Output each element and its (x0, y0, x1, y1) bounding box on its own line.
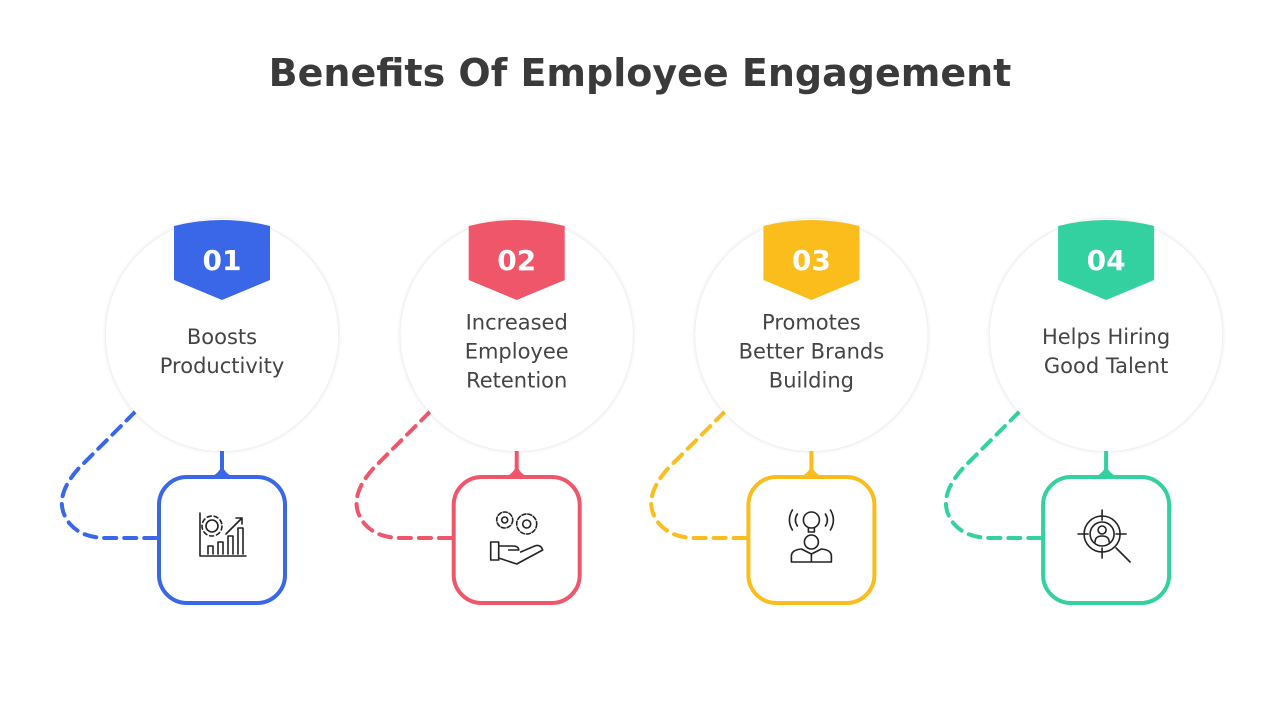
circle (400, 219, 633, 451)
label: Boosts (187, 325, 257, 349)
icon-part (205, 519, 219, 533)
dashed-connector (354, 410, 453, 540)
icon-part (803, 534, 820, 550)
circle (106, 219, 338, 451)
label: Helps Hiring (1042, 325, 1170, 349)
icon-part (199, 512, 247, 557)
icon (788, 509, 835, 563)
label: Building (769, 369, 854, 393)
circle (990, 219, 1223, 451)
dashed-connector (944, 410, 1043, 540)
icon-box (451, 475, 582, 605)
icon-part (495, 511, 514, 529)
icon-part (500, 516, 509, 524)
label: Good Talent (1044, 354, 1169, 378)
dashed-connector (59, 410, 158, 540)
icon-part (1097, 525, 1107, 535)
circle (695, 219, 928, 451)
label: Better Brands (739, 340, 885, 364)
stem-tip (502, 464, 531, 478)
icon-part (790, 548, 833, 563)
stem-tip (208, 464, 236, 478)
icon-part (225, 517, 243, 535)
icon (1077, 509, 1131, 563)
number: 04 (1087, 244, 1126, 277)
icon-box (1041, 475, 1172, 605)
number-badge (174, 220, 270, 300)
stem-tip (797, 464, 826, 478)
icon (489, 511, 544, 565)
icon-part (1089, 521, 1115, 547)
label: Retention (466, 369, 567, 393)
dashed-connector (649, 410, 748, 540)
benefit-item: 01 Boosts Productivity (59, 219, 338, 605)
icon-part (807, 527, 816, 533)
number: 01 (203, 244, 242, 277)
benefit-item: 04 Helps Hiring Good Talent (944, 219, 1223, 605)
icon-part (515, 513, 538, 535)
icon (199, 512, 247, 557)
number-badge (468, 220, 565, 300)
label: Employee (465, 340, 569, 364)
stem-tip (1092, 464, 1121, 478)
icon-part (521, 519, 532, 529)
number: 02 (497, 244, 536, 277)
icon-part (1077, 509, 1131, 563)
icon-part (788, 509, 835, 531)
icon-part (207, 527, 244, 555)
benefit-item: 02 Increased Employee Retention (354, 219, 633, 605)
number-badge (1058, 220, 1155, 300)
icon-part (1094, 535, 1110, 543)
number-badge (763, 220, 860, 300)
label: Promotes (762, 311, 861, 335)
icon-part (489, 541, 544, 565)
icon-part (201, 515, 223, 537)
icon-box (157, 475, 287, 605)
title: Benefits Of Employee Engagement (269, 51, 1012, 95)
number: 03 (792, 244, 831, 277)
icon-part (802, 511, 821, 529)
benefit-item: 03 Promotes Better Brands Building (649, 219, 928, 605)
label: Increased (466, 311, 568, 335)
icon-box (746, 475, 877, 605)
label: Productivity (160, 354, 285, 378)
